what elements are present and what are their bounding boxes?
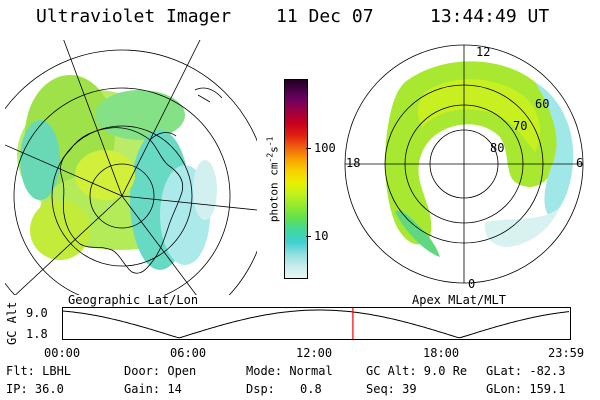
timeline-x-tick-1800: 18:00 bbox=[423, 346, 460, 360]
ip-status: IP: 36.0 bbox=[6, 382, 64, 396]
timeline-y-tick-min: 1.8 bbox=[26, 327, 48, 341]
geographic-polar-plot bbox=[5, 40, 257, 295]
intensity-colorbar bbox=[284, 79, 308, 279]
door-status: Door: Open bbox=[124, 364, 197, 378]
altitude-curve bbox=[62, 309, 570, 339]
colorbar-tick-10: 10 bbox=[314, 229, 329, 243]
latitude-circles bbox=[5, 49, 257, 295]
timeline-frame bbox=[62, 307, 571, 340]
left-aurora-image bbox=[17, 75, 217, 270]
mlat-label-70: 70 bbox=[513, 119, 528, 133]
sequence-status: Seq: 39 bbox=[366, 382, 417, 396]
mlt-label-dusk: 18 bbox=[346, 156, 361, 170]
timeline-x-tick-2359: 23:59 bbox=[548, 346, 585, 360]
right-plot-caption: Apex MLat/MLT bbox=[412, 293, 506, 307]
colorbar-tick-100: 100 bbox=[314, 141, 336, 155]
timeline-x-tick-0600: 06:00 bbox=[170, 346, 207, 360]
date-label: 11 Dec 07 bbox=[276, 6, 374, 27]
meridian-lines bbox=[5, 40, 257, 295]
colorbar-unit-label: photon cm-2s-1 bbox=[265, 136, 281, 223]
mlt-label-midnight: 0 bbox=[468, 277, 476, 291]
instrument-title: Ultraviolet Imager bbox=[36, 6, 232, 27]
glon-status: GLon: 159.1 bbox=[486, 382, 566, 396]
magnetic-polar-plot bbox=[344, 44, 584, 284]
mlat-label-60: 60 bbox=[535, 97, 550, 111]
colorbar-tickmark bbox=[306, 148, 311, 149]
mode-status: Mode: Normal bbox=[246, 364, 333, 378]
gain-status: Gain: 14 bbox=[124, 382, 182, 396]
altitude-timeline bbox=[62, 307, 571, 340]
filter-status: Flt: LBHL bbox=[6, 364, 72, 378]
mlt-label-noon: 12 bbox=[476, 45, 491, 59]
right-aurora-image bbox=[385, 61, 574, 257]
mlt-label-dawn: 6 bbox=[576, 156, 584, 170]
dsp-value: 0.8 bbox=[300, 382, 322, 396]
timeline-y-tick-max: 9.0 bbox=[26, 306, 48, 320]
time-label: 13:44:49 UT bbox=[430, 6, 550, 27]
mlt-axes bbox=[345, 45, 583, 283]
colorbar-tickmark bbox=[306, 236, 311, 237]
timeline-x-tick-1200: 12:00 bbox=[296, 346, 333, 360]
timeline-x-tick-0000: 00:00 bbox=[44, 346, 81, 360]
glat-status: GLat: -82.3 bbox=[486, 364, 566, 378]
dsp-label: Dsp: bbox=[246, 382, 275, 396]
left-plot-caption: Geographic Lat/Lon bbox=[68, 293, 199, 307]
gc-altitude-status: GC Alt: 9.0 Re bbox=[366, 364, 468, 378]
timeline-y-label: GC Alt bbox=[5, 301, 19, 345]
mlat-label-80: 80 bbox=[490, 141, 505, 155]
